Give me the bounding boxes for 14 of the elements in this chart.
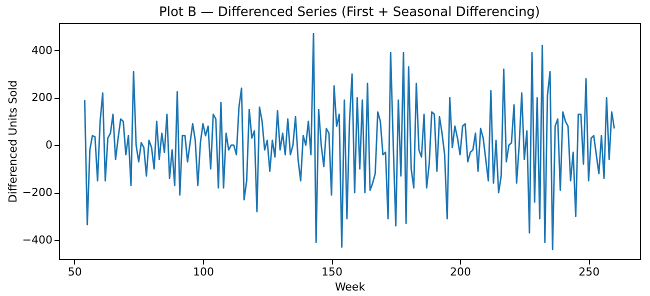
x-axis-title: Week (334, 280, 366, 294)
chart-title: Plot B — Differenced Series (First + Seasonal Differencing) (158, 5, 540, 20)
y-tick-label: −200 (22, 186, 52, 200)
x-tick-label: 200 (450, 266, 472, 278)
y-axis-title: Differenced Units Sold (6, 80, 20, 203)
y-tick-label: −400 (22, 234, 52, 247)
y-tick-label: 0 (46, 138, 52, 152)
y-tick-label: 400 (32, 44, 52, 57)
y-tick-label: 200 (32, 91, 52, 104)
x-tick-label: 50 (68, 266, 82, 278)
x-tick-label: 100 (192, 266, 214, 278)
x-tick-label: 250 (578, 266, 600, 278)
x-tick-label: 150 (322, 266, 343, 278)
line-series (84, 32, 616, 250)
